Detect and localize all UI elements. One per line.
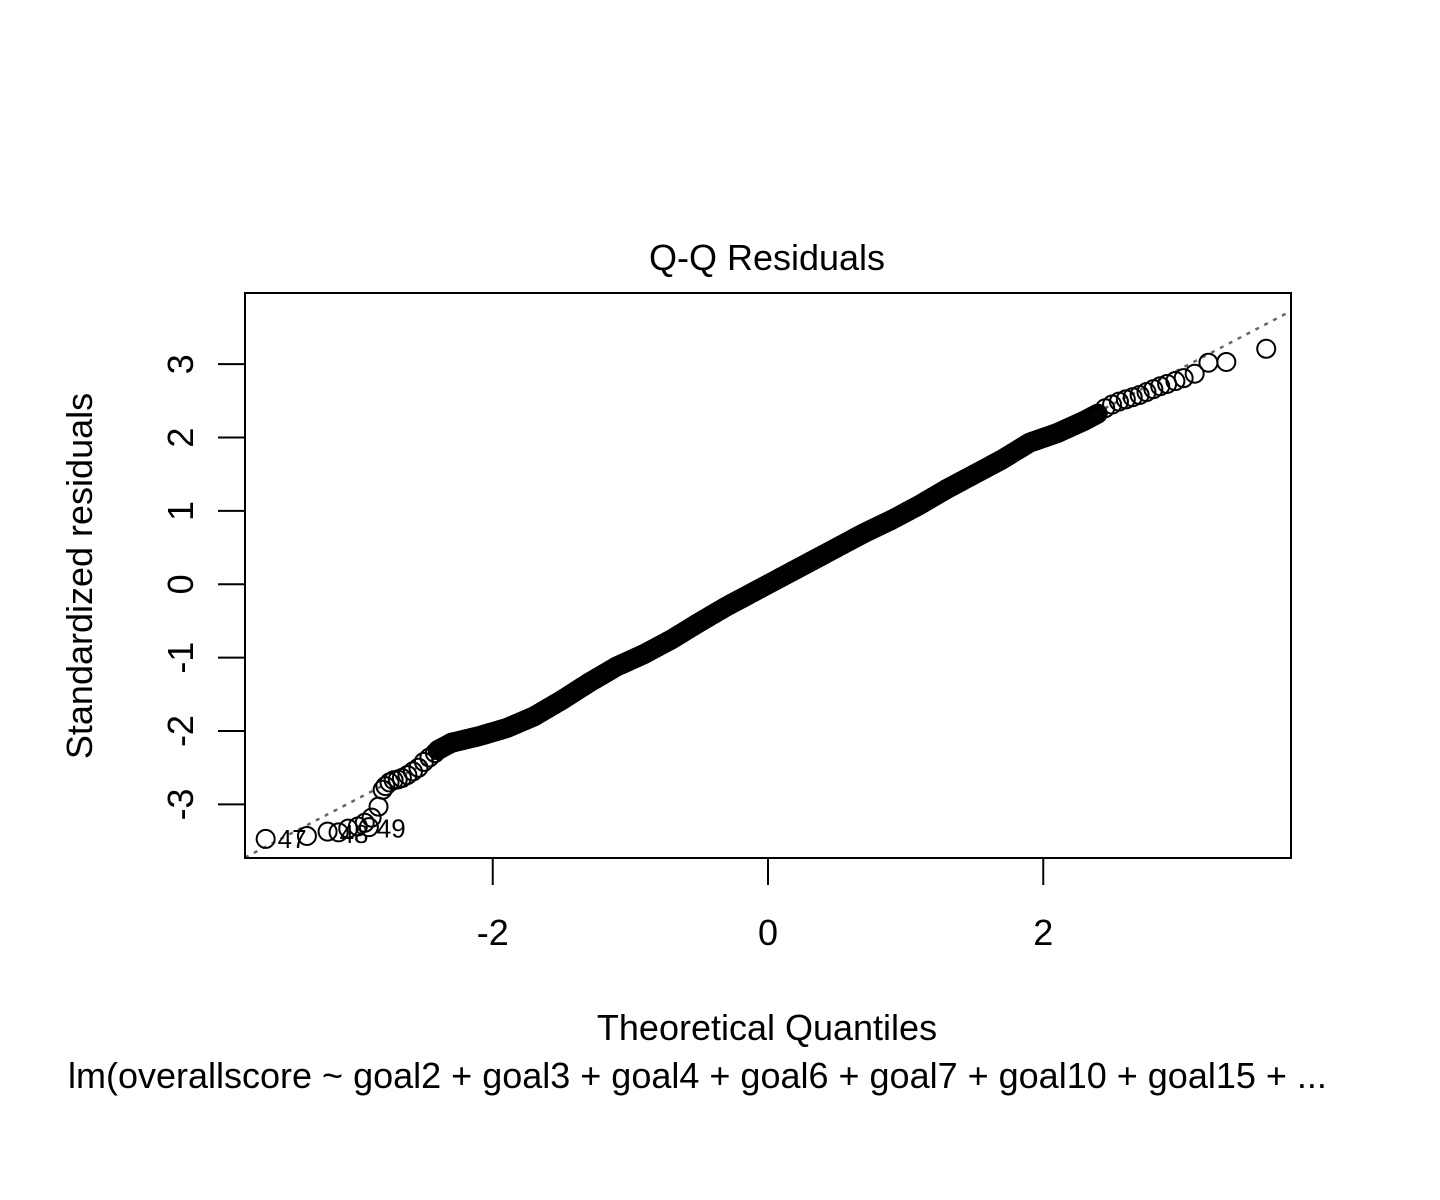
y-tick-label: 0 (160, 574, 201, 594)
point-label: 47 (278, 824, 307, 854)
data-point (1256, 338, 1277, 359)
data-point (1216, 351, 1237, 372)
x-axis-label: Theoretical Quantiles (597, 1007, 937, 1048)
data-point (1198, 352, 1219, 373)
bulk-points (427, 403, 1108, 761)
data-point (408, 757, 429, 778)
y-tick-label: -3 (160, 788, 201, 820)
chart-subtitle: lm(overallscore ~ goal2 + goal3 + goal4 … (68, 1055, 1327, 1096)
data-point (317, 821, 338, 842)
x-tick-label: 0 (758, 912, 778, 953)
point-label: 49 (377, 814, 406, 844)
data-point (419, 747, 440, 768)
x-axis: -2 0 2 (477, 858, 1053, 953)
data-point (379, 772, 400, 793)
y-axis-label: Standardized residuals (59, 393, 100, 759)
data-point (1173, 368, 1194, 389)
data-point (255, 828, 276, 849)
data-point (328, 822, 349, 843)
tail-points (255, 338, 1277, 849)
y-axis: -3 -2 -1 0 1 2 3 (160, 354, 245, 820)
data-point (354, 812, 375, 833)
data-point (296, 825, 317, 846)
x-tick-label: 2 (1033, 912, 1053, 953)
data-point (397, 765, 418, 786)
data-point (424, 743, 445, 764)
data-point (361, 807, 382, 828)
data-point (358, 817, 379, 838)
y-tick-label: -1 (160, 642, 201, 674)
plot-layer: 47 48 49 -2 0 2 -3 -2 -1 0 1 2 3 (160, 292, 1292, 953)
data-point (1184, 363, 1205, 384)
y-tick-label: -2 (160, 715, 201, 747)
data-point (1165, 371, 1186, 392)
chart-title: Q-Q Residuals (649, 237, 885, 278)
point-label: 48 (340, 819, 369, 849)
y-tick-label: 2 (160, 428, 201, 448)
y-tick-label: 3 (160, 354, 201, 374)
y-tick-label: 1 (160, 501, 201, 521)
x-tick-label: -2 (477, 912, 509, 953)
